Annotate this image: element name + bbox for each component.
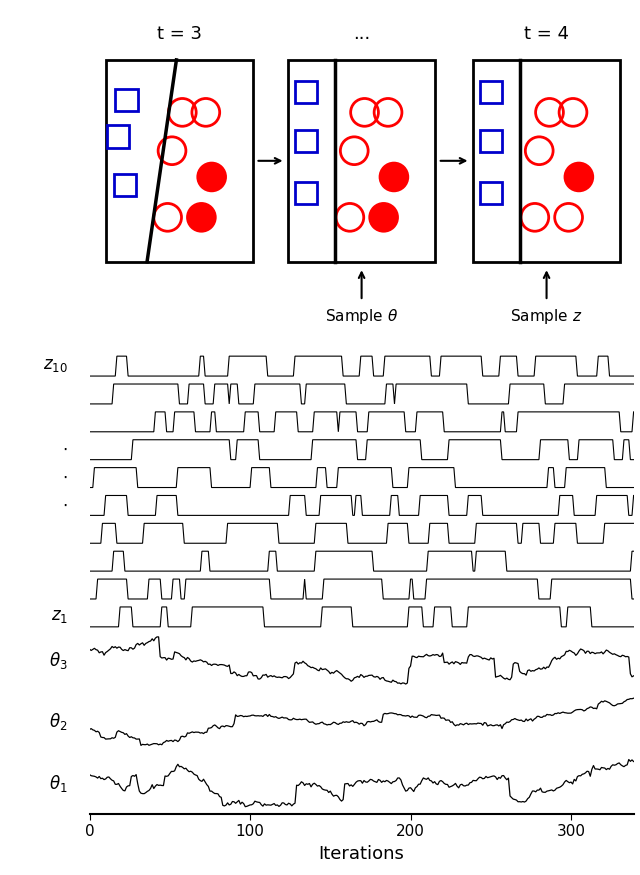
Circle shape	[370, 204, 397, 231]
Text: $\cdot$: $\cdot$	[62, 440, 68, 458]
X-axis label: Iterations: Iterations	[319, 844, 404, 863]
Text: $\theta_1$: $\theta_1$	[49, 773, 68, 794]
Text: $z_{10}$: $z_{10}$	[43, 356, 68, 374]
Text: $\cdot$: $\cdot$	[62, 467, 68, 486]
Bar	[106, 60, 253, 262]
Text: $z_1$: $z_1$	[51, 607, 68, 625]
Circle shape	[198, 163, 225, 191]
Text: $\cdot$: $\cdot$	[62, 495, 68, 514]
Text: $\theta_2$: $\theta_2$	[49, 711, 68, 732]
Circle shape	[380, 163, 408, 191]
Text: Sample $z$: Sample $z$	[511, 306, 582, 326]
Text: ...: ...	[353, 25, 370, 43]
Text: t = 4: t = 4	[524, 25, 569, 43]
Bar	[288, 60, 435, 262]
Text: Sample $\theta$: Sample $\theta$	[325, 306, 398, 326]
Text: t = 3: t = 3	[157, 25, 202, 43]
Circle shape	[188, 204, 215, 231]
Circle shape	[565, 163, 593, 191]
Text: $\theta_3$: $\theta_3$	[49, 650, 68, 671]
Bar	[473, 60, 620, 262]
